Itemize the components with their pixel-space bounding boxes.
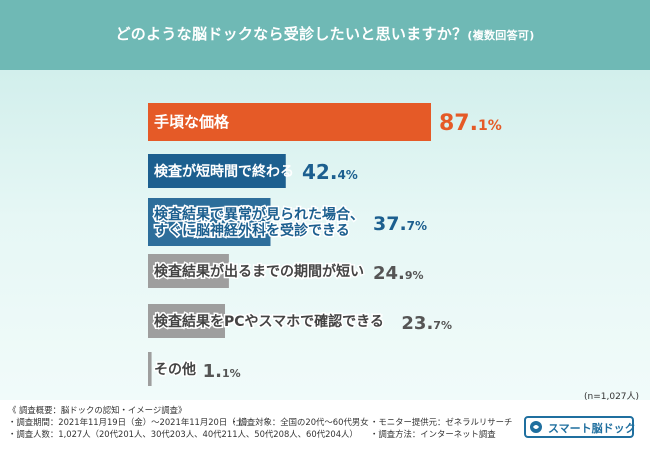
category-label-3-0: 検査結果が出るまでの期間が短い bbox=[154, 263, 364, 280]
value-label-0: 87.1% bbox=[439, 111, 502, 136]
value-label-5: 1.1% bbox=[203, 361, 241, 382]
survey-footer: 《 調査概要：脳ドックの認知・イメージ調査》 ・調査期間：2021年11月19日… bbox=[0, 402, 650, 450]
survey-target: ・調査対象：全国の20代〜60代男女 bbox=[230, 417, 369, 427]
survey-provider: ・モニター提供元：ゼネラルリサーチ bbox=[370, 417, 513, 427]
logo-text: スマート脳ドック bbox=[548, 422, 636, 435]
bar-3 bbox=[148, 254, 229, 288]
survey-respondents: ・調査人数：1,027人（20代201人、30代203人、40代211人、50代… bbox=[8, 429, 358, 439]
question-title: どのような脳ドックなら受診したいと思いますか？(複数回答可) bbox=[115, 25, 535, 43]
survey-period: ・調査期間：2021年11月19日（金）〜2021年11月20日（土） bbox=[8, 417, 253, 427]
value-label-3: 24.9% bbox=[373, 263, 424, 284]
category-label-0-0: 手頃な価格 bbox=[154, 113, 230, 131]
bar-chart: 手頃な価格 87.1% 検査が短時間で終わる 42.4% 検査結果で異常が見られた場合、… bbox=[148, 103, 502, 386]
category-label-5-0: その他 bbox=[154, 361, 196, 378]
question-subtitle: (複数回答可) bbox=[467, 29, 535, 42]
category-label-2-1: すぐに脳神経外科を受診できる bbox=[154, 222, 350, 239]
bar-2 bbox=[148, 198, 271, 246]
category-label-1-0: 検査が短時間で終わる bbox=[154, 163, 294, 180]
bar-1 bbox=[148, 154, 286, 188]
bar-5 bbox=[148, 352, 152, 386]
value-label-2: 37.7% bbox=[373, 213, 427, 235]
survey-heading: 《 調査概要：脳ドックの認知・イメージ調査》 bbox=[8, 405, 187, 415]
bar-4 bbox=[148, 304, 226, 338]
value-label-4: 23.7% bbox=[401, 313, 452, 334]
category-label-2-0: 検査結果で異常が見られた場合、 bbox=[154, 206, 364, 223]
bar-0 bbox=[148, 103, 431, 141]
brand-logo: スマート脳ドック bbox=[524, 416, 636, 438]
brain-icon bbox=[530, 421, 542, 433]
survey-method: ・調査方法：インターネット調査 bbox=[370, 429, 496, 439]
sample-size-note: (n=1,027人) bbox=[584, 392, 640, 402]
category-label-4-0: 検査結果をPCやスマホで確認できる bbox=[154, 313, 384, 330]
header-banner: どのような脳ドックなら受診したいと思いますか？(複数回答可) bbox=[0, 0, 650, 70]
value-label-1: 42.4% bbox=[302, 160, 358, 184]
